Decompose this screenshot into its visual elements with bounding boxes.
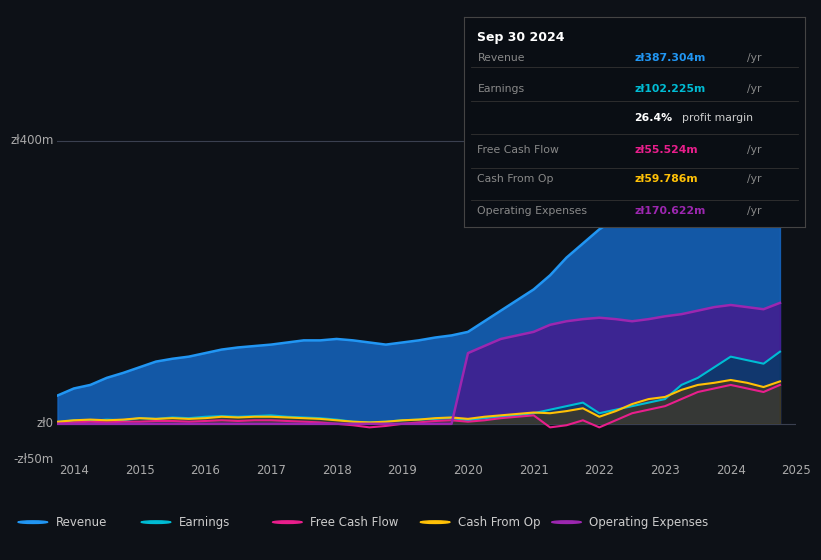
Text: profit margin: profit margin xyxy=(682,114,753,123)
Text: Cash From Op: Cash From Op xyxy=(458,516,540,529)
Text: zł400m: zł400m xyxy=(11,134,54,147)
Text: Operating Expenses: Operating Expenses xyxy=(478,206,588,216)
Text: zł102.225m: zł102.225m xyxy=(635,84,705,94)
Text: zł170.622m: zł170.622m xyxy=(635,206,705,216)
Text: Sep 30 2024: Sep 30 2024 xyxy=(478,31,565,44)
Text: Cash From Op: Cash From Op xyxy=(478,174,554,184)
Text: zł0: zł0 xyxy=(37,417,54,430)
Circle shape xyxy=(18,521,48,524)
Text: 26.4%: 26.4% xyxy=(635,114,672,123)
Text: Revenue: Revenue xyxy=(56,516,108,529)
Text: Free Cash Flow: Free Cash Flow xyxy=(478,145,559,155)
Circle shape xyxy=(141,521,171,524)
Text: -zł50m: -zł50m xyxy=(13,452,54,466)
Text: Earnings: Earnings xyxy=(179,516,231,529)
Text: zł387.304m: zł387.304m xyxy=(635,53,705,63)
Circle shape xyxy=(273,521,302,524)
Text: zł59.786m: zł59.786m xyxy=(635,174,698,184)
Text: Earnings: Earnings xyxy=(478,84,525,94)
Text: /yr: /yr xyxy=(746,53,761,63)
Text: /yr: /yr xyxy=(746,174,761,184)
Text: Free Cash Flow: Free Cash Flow xyxy=(310,516,399,529)
Text: /yr: /yr xyxy=(746,206,761,216)
Circle shape xyxy=(552,521,581,524)
Text: /yr: /yr xyxy=(746,84,761,94)
Text: /yr: /yr xyxy=(746,145,761,155)
Text: Operating Expenses: Operating Expenses xyxy=(589,516,709,529)
Text: zł55.524m: zł55.524m xyxy=(635,145,698,155)
Text: Revenue: Revenue xyxy=(478,53,525,63)
Circle shape xyxy=(420,521,450,524)
